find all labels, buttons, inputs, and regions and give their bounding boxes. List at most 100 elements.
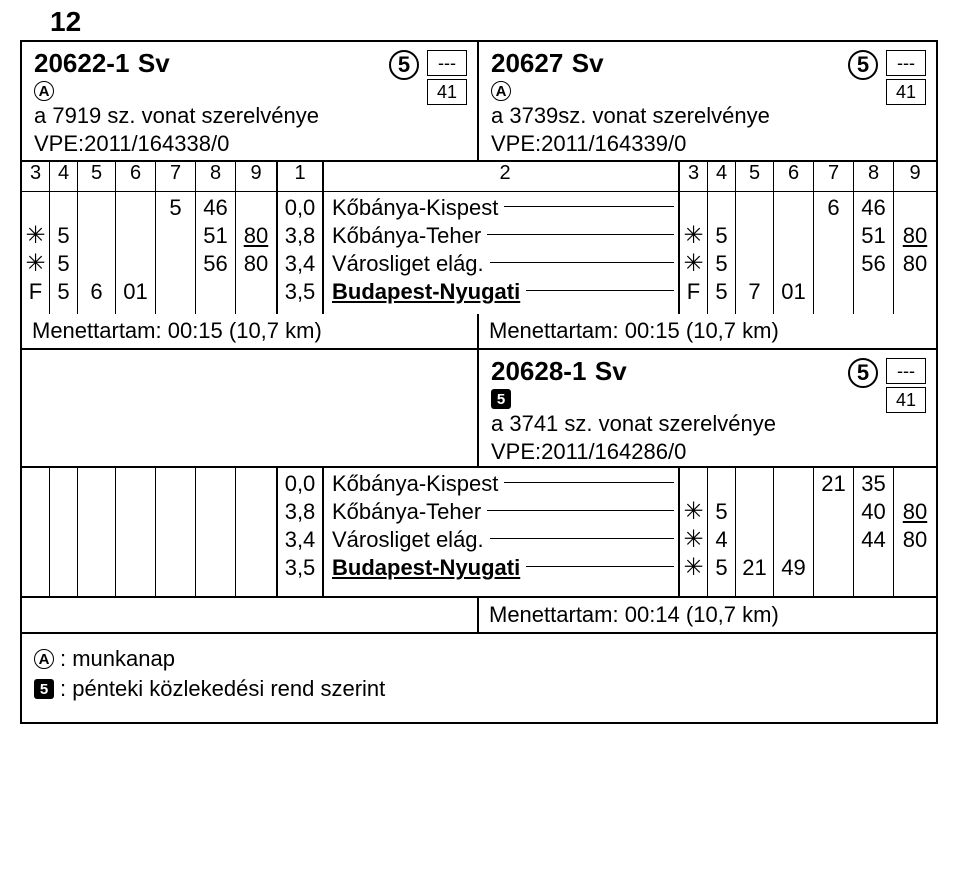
cell [736,194,773,222]
km: 0,0 [278,470,322,498]
cell: ✳ [680,222,707,250]
cell [774,194,813,222]
cell [814,222,853,250]
circle-number-icon: 5 [848,358,878,388]
colnum: 3 [680,162,708,191]
km: 3,4 [278,250,322,278]
day-symbol-5-icon: 5 [34,679,54,699]
colnum-mid: 2 [324,162,680,191]
cell [78,250,115,278]
cell: 7 [736,278,773,306]
colnum: 9 [236,162,278,191]
box-bot: 41 [886,79,926,105]
km: 0,0 [278,194,322,222]
day-symbol-a-icon: A [491,81,511,101]
colnum: 8 [196,162,236,191]
station: Budapest-Nyugati [332,554,520,582]
cell: 80 [236,222,276,250]
cell: 80 [894,250,936,278]
train-number: 20628-1 [491,356,586,386]
header-vpe: VPE:2011/164339/0 [491,131,924,157]
cell [814,278,853,306]
colnum: 3 [22,162,50,191]
cell: 5 [708,278,735,306]
timetable-box: 20622-1 Sv A a 7919 sz. vonat szerelvény… [20,40,938,724]
station: Városliget elág. [332,526,484,554]
cell: 35 [854,470,893,498]
km: 3,8 [278,498,322,526]
colnum: 4 [50,162,78,191]
cell [814,526,853,554]
header-row: 20622-1 Sv A a 7919 sz. vonat szerelvény… [22,42,936,162]
secondary-right-header: 20628-1 Sv 5 a 3741 sz. vonat szerelvény… [479,350,936,466]
cell [736,222,773,250]
cell: 5 [708,554,735,582]
cell: ✳ [680,554,707,582]
cell: 5 [156,194,195,222]
cell [50,194,77,222]
cell [736,470,773,498]
cell [708,194,735,222]
cell [814,554,853,582]
cell [854,278,893,306]
cell [156,278,195,306]
cell: 80 [894,222,936,250]
cell [774,526,813,554]
cell [156,250,195,278]
legend-text: : munkanap [60,646,175,672]
cell: ✳ [22,222,49,250]
cell: 6 [814,194,853,222]
circle-number-icon: 5 [848,50,878,80]
footer-legend: A : munkanap 5 : pénteki közlekedési ren… [22,634,936,722]
station: Kőbánya-Kispest [332,470,498,498]
cell: ✳ [680,526,707,554]
cell: 01 [774,278,813,306]
box-top: --- [886,358,926,384]
station: Kőbánya-Kispest [332,194,498,222]
cell: 80 [236,250,276,278]
colnum: 7 [814,162,854,191]
colnum: 9 [894,162,936,191]
cell: ✳ [680,498,707,526]
cell: F [680,278,707,306]
duration-right: Menettartam: 00:15 (10,7 km) [479,314,936,348]
cell [22,194,49,222]
cell: ✳ [22,250,49,278]
cell: 5 [50,278,77,306]
cell: 49 [774,554,813,582]
cell: 56 [196,250,235,278]
cell: 5 [50,222,77,250]
secondary-header-row: 20628-1 Sv 5 a 3741 sz. vonat szerelvény… [22,350,936,468]
cell: 80 [894,498,936,526]
cell [854,554,893,582]
station: Kőbánya-Teher [332,222,481,250]
train-number: 20622-1 [34,48,129,78]
cell: 46 [854,194,893,222]
km: 3,5 [278,278,322,306]
cell [78,222,115,250]
cell: 51 [854,222,893,250]
cell [774,222,813,250]
duration-row-2: Menettartam: 00:14 (10,7 km) [22,598,936,634]
cell [236,278,276,306]
colnum: 6 [774,162,814,191]
cell [774,250,813,278]
box-top: --- [886,50,926,76]
day-symbol-5-icon: 5 [491,389,511,409]
train-suffix: Sv [595,356,627,386]
header-vpe: VPE:2011/164338/0 [34,131,465,157]
cell: 01 [116,278,155,306]
duration-left: Menettartam: 00:15 (10,7 km) [22,314,479,348]
cell: 51 [196,222,235,250]
cell [116,250,155,278]
cell [894,278,936,306]
header-left: 20622-1 Sv A a 7919 sz. vonat szerelvény… [22,42,479,160]
cell: 46 [196,194,235,222]
train-number: 20627 [491,48,563,78]
cell [774,470,813,498]
cell: 6 [78,278,115,306]
station: Városliget elág. [332,250,484,278]
cell: 80 [894,526,936,554]
duration-row-1: Menettartam: 00:15 (10,7 km) Menettartam… [22,314,936,350]
km: 3,5 [278,554,322,582]
